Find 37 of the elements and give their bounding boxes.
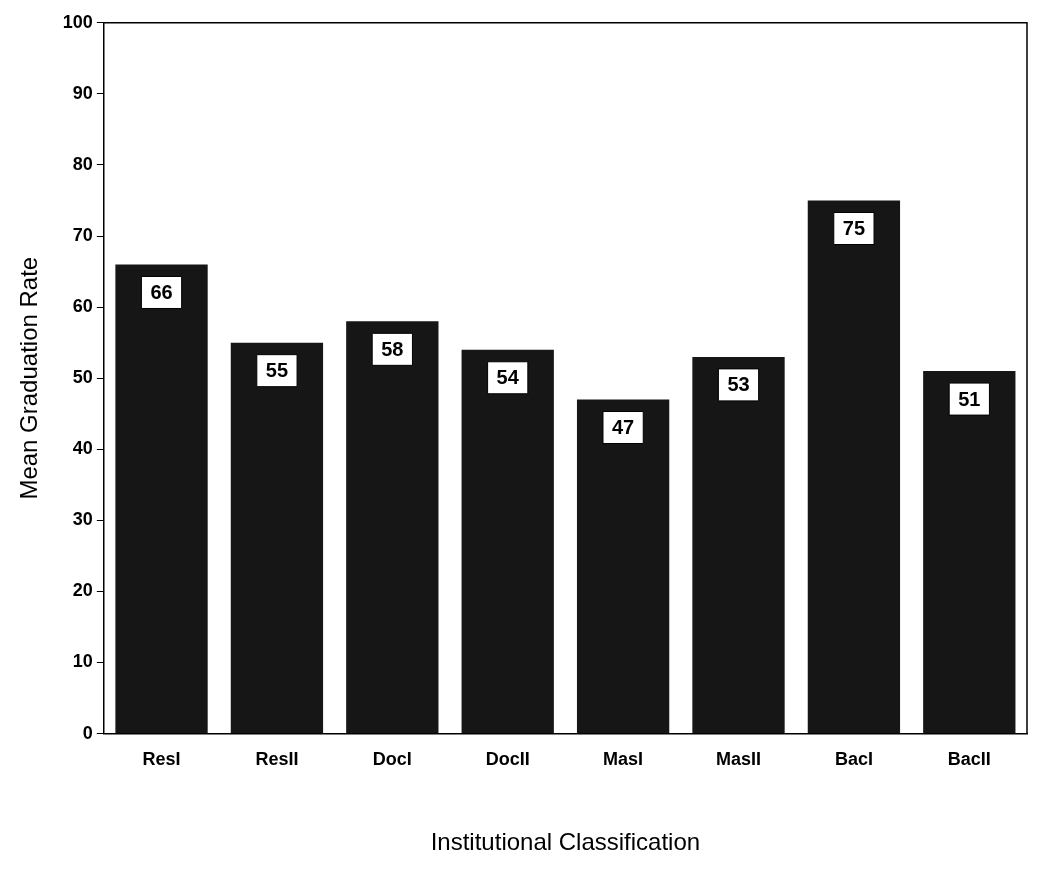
bar bbox=[692, 356, 785, 734]
data-label: 58 bbox=[381, 337, 404, 360]
x-tick-label: BacII bbox=[947, 749, 991, 770]
data-label: 53 bbox=[727, 373, 750, 396]
y-tick-label: 70 bbox=[72, 225, 93, 246]
x-tick-label: MasII bbox=[715, 749, 762, 770]
data-label: 55 bbox=[265, 359, 289, 382]
bar bbox=[461, 349, 554, 734]
bar bbox=[115, 264, 208, 734]
data-label: 54 bbox=[496, 366, 520, 389]
y-tick-label: 80 bbox=[72, 153, 93, 174]
x-tick-label: ResII bbox=[255, 749, 299, 770]
y-tick-label: 90 bbox=[72, 82, 93, 103]
data-label: 51 bbox=[958, 387, 981, 410]
bar bbox=[807, 200, 901, 734]
y-tick-label: 40 bbox=[72, 438, 93, 459]
y-axis-title: Mean Graduation Rate bbox=[15, 256, 43, 500]
x-tick-label: MasI bbox=[603, 749, 644, 770]
bar bbox=[346, 321, 439, 734]
data-label: 47 bbox=[611, 416, 635, 439]
data-label: 75 bbox=[842, 217, 866, 240]
bar bbox=[923, 371, 1016, 734]
x-tick-label: DocII bbox=[485, 749, 530, 770]
x-tick-label: DocI bbox=[372, 749, 412, 770]
data-label: 66 bbox=[150, 280, 173, 303]
bar bbox=[576, 399, 670, 734]
x-tick-label: ResI bbox=[142, 749, 181, 770]
y-tick-label: 0 bbox=[82, 722, 93, 743]
y-tick-label: 30 bbox=[72, 509, 93, 530]
y-tick-label: 50 bbox=[72, 367, 93, 388]
y-tick-label: 60 bbox=[72, 296, 93, 317]
x-tick-label: BacI bbox=[834, 749, 873, 770]
bar bbox=[230, 342, 324, 734]
y-tick-label: 20 bbox=[72, 580, 93, 601]
y-tick-label: 10 bbox=[72, 651, 93, 672]
x-axis-title: Institutional Classification bbox=[430, 828, 701, 856]
y-tick-label: 100 bbox=[62, 11, 93, 32]
